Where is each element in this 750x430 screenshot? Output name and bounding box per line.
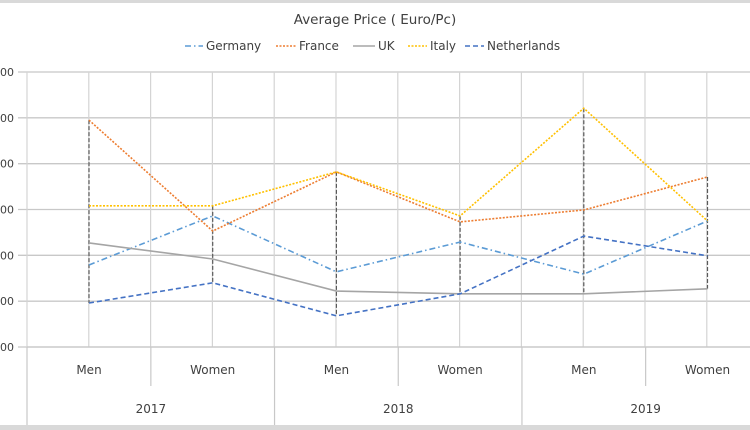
category-label: Men — [571, 363, 596, 377]
gridlines — [18, 71, 750, 348]
category-label: Women — [438, 363, 483, 377]
y-tick-label: .00 — [0, 158, 14, 171]
y-tick-label: .00 — [0, 295, 14, 308]
y-tick-label: .00 — [0, 112, 14, 125]
legend-label-france: France — [299, 39, 339, 53]
category-label: Men — [324, 363, 349, 377]
bottom-border-band — [0, 425, 750, 430]
series-line — [88, 119, 708, 232]
series-italy — [88, 107, 709, 222]
top-border-band — [0, 0, 750, 3]
x-axis: Men Women Men Women Men Women 2017 2018 2019 — [26, 346, 750, 425]
group-label: 2018 — [383, 402, 414, 416]
high-low-lines — [88, 108, 709, 316]
legend: Germany France UK Italy Netherlands — [185, 39, 560, 53]
category-label: Women — [685, 363, 730, 377]
series-line — [89, 107, 709, 222]
group-label: 2019 — [630, 402, 661, 416]
series-netherlands — [88, 235, 708, 317]
legend-label-netherlands: Netherlands — [487, 39, 560, 53]
chart-title: Average Price ( Euro/Pc) — [294, 12, 457, 28]
series-uk — [88, 242, 708, 295]
series-line — [88, 235, 708, 317]
y-tick-label: .00 — [0, 249, 14, 262]
category-label: Women — [190, 363, 235, 377]
y-tick-label: .00 — [0, 341, 14, 354]
series-line — [88, 242, 708, 295]
y-axis-ticks: .00 .00 .00 .00 .00 .00 .00 — [0, 66, 14, 354]
series-line — [88, 215, 708, 275]
category-label: Men — [76, 363, 101, 377]
group-label: 2017 — [136, 402, 167, 416]
legend-label-italy: Italy — [430, 39, 456, 53]
legend-label-germany: Germany — [206, 39, 261, 53]
series-lines — [88, 107, 709, 317]
y-tick-label: .00 — [0, 204, 14, 217]
legend-label-uk: UK — [378, 39, 396, 53]
y-tick-label: .00 — [0, 66, 14, 79]
